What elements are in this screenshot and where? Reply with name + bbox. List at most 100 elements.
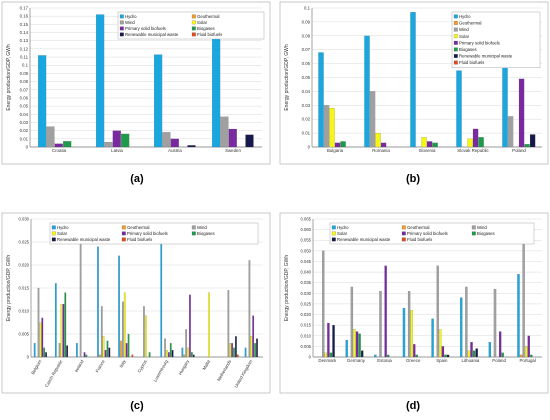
bar-biogases xyxy=(524,144,530,148)
x-tick-label: Lithuania xyxy=(462,358,480,363)
bar-solar xyxy=(353,329,356,358)
bar-solar xyxy=(467,138,473,148)
bar-geothermal xyxy=(99,354,101,358)
chart-panel-3: 0 0.005 0.010 0.015 0.020 0.025 0.030 0.035 0.04… xyxy=(279,212,549,394)
legend-swatch xyxy=(51,237,56,242)
y-tick-label: 0.015 xyxy=(19,286,30,291)
bar-wind xyxy=(220,116,229,148)
bar-primary-solid-biofuels xyxy=(54,143,63,148)
legend-label: Wind xyxy=(459,27,469,32)
legend-label: Biogases xyxy=(197,231,215,236)
y-tick-label: 0.005 xyxy=(19,332,30,337)
y-tick-label: 0.045 xyxy=(301,259,312,264)
bar-hydro xyxy=(212,34,221,148)
legend-swatch xyxy=(119,14,124,19)
bar-hydro xyxy=(318,52,324,148)
legend-label: Geothermal xyxy=(197,14,219,19)
bar-hydro xyxy=(160,237,163,358)
y-tick-label: 0 xyxy=(308,145,311,150)
y-tick-label: 0.04 xyxy=(20,112,29,117)
y-tick-label: 0.025 xyxy=(19,240,30,245)
y-tick-label: 0 xyxy=(309,355,312,360)
x-tick-label: Malta xyxy=(201,359,211,371)
bar-biogases xyxy=(233,347,235,358)
bar-renewable-municipal-waste xyxy=(245,134,254,148)
x-tick-label: Croatia xyxy=(52,148,67,153)
x-tick-label: Denmark xyxy=(318,358,337,363)
bar-hydro xyxy=(374,354,377,358)
legend-swatch xyxy=(191,231,196,236)
legend-label: Renewable municipal waste xyxy=(459,54,513,59)
y-tick-label: 0.17 xyxy=(20,6,29,11)
bar-primary-solid-biofuels xyxy=(228,128,237,148)
bar-hydro xyxy=(431,318,434,358)
bar-wind xyxy=(104,142,113,148)
legend-swatch xyxy=(453,14,458,19)
bar-hydro xyxy=(488,342,492,358)
legend-label: Solar xyxy=(57,231,68,236)
bar-renewable-municipal-waste xyxy=(446,354,450,358)
bar-wind xyxy=(46,126,55,148)
legend-swatch xyxy=(191,14,196,19)
bar-hydro xyxy=(517,274,520,358)
legend-swatch xyxy=(331,237,336,242)
bar-solar xyxy=(421,137,427,148)
y-tick-label: 0.01 xyxy=(302,131,311,136)
bar-hydro xyxy=(345,339,348,358)
bar-primary-solid-biofuels xyxy=(518,78,525,148)
bar-wind xyxy=(100,306,103,358)
legend-swatch xyxy=(453,60,458,65)
bar-biogases xyxy=(63,141,72,148)
y-tick-label: 0.03 xyxy=(302,103,311,108)
legend-swatch xyxy=(121,231,126,236)
y-tick-label: 0.015 xyxy=(301,323,312,328)
legend-swatch xyxy=(401,231,406,236)
bar-biogases xyxy=(127,333,130,358)
bar-renewable-municipal-waste xyxy=(66,345,69,358)
legend-label: Hydro xyxy=(125,14,137,19)
bar-wind xyxy=(379,291,382,358)
bar-primary-solid-biofuels xyxy=(125,343,128,358)
bar-wind xyxy=(162,132,171,148)
bar-primary-solid-biofuels xyxy=(498,331,502,358)
legend-swatch xyxy=(121,225,126,230)
bar-wind xyxy=(369,91,376,148)
x-tick-label: Slovenia xyxy=(419,148,436,153)
y-tick-label: 0.16 xyxy=(20,14,29,19)
bar-primary-solid-biofuels xyxy=(413,344,416,358)
bar-hydro xyxy=(456,70,462,148)
bar-wind xyxy=(507,116,514,148)
y-tick-label: 0.07 xyxy=(20,87,29,92)
bar-biogases xyxy=(329,352,333,358)
legend: Hydro Geothermal Wind Solar Primary solid bi… xyxy=(117,11,265,40)
bar-solar xyxy=(145,315,147,358)
bar-solar xyxy=(123,292,126,358)
y-tick-label: 0.055 xyxy=(301,238,312,243)
bar-geothermal xyxy=(120,340,122,358)
bar-primary-solid-biofuels xyxy=(83,352,86,358)
y-tick-label: 0.08 xyxy=(302,33,311,38)
y-tick-label: 0.02 xyxy=(302,117,311,122)
bar-wind xyxy=(143,306,145,358)
bar-wind xyxy=(493,288,497,358)
y-axis-label: Energy production/GDP, GWh xyxy=(284,255,290,322)
x-tick-label: Portugal xyxy=(520,358,536,363)
legend-label: Hydro xyxy=(337,225,349,230)
y-tick-label: 0.08 xyxy=(20,79,29,84)
bar-renewable-municipal-waste xyxy=(108,347,111,358)
legend-label: Fluid biofuels xyxy=(127,237,152,242)
y-tick-label: 0.06 xyxy=(20,95,29,100)
x-tick-label: Poland xyxy=(512,148,526,153)
legend-swatch xyxy=(119,26,124,31)
y-tick-label: 0.01 xyxy=(20,136,29,141)
bar-solar xyxy=(250,336,253,358)
legend-swatch xyxy=(331,225,336,230)
y-tick-label: 0.1 xyxy=(304,6,311,11)
y-tick-label: 0.04 xyxy=(302,89,311,94)
y-tick-label: 0.020 xyxy=(19,263,30,268)
bar-primary-solid-biofuels xyxy=(104,350,107,358)
legend-label: Wind xyxy=(197,225,207,230)
legend-swatch xyxy=(191,32,196,37)
y-tick-label: 0.14 xyxy=(20,30,29,35)
bar-solar xyxy=(439,329,442,358)
